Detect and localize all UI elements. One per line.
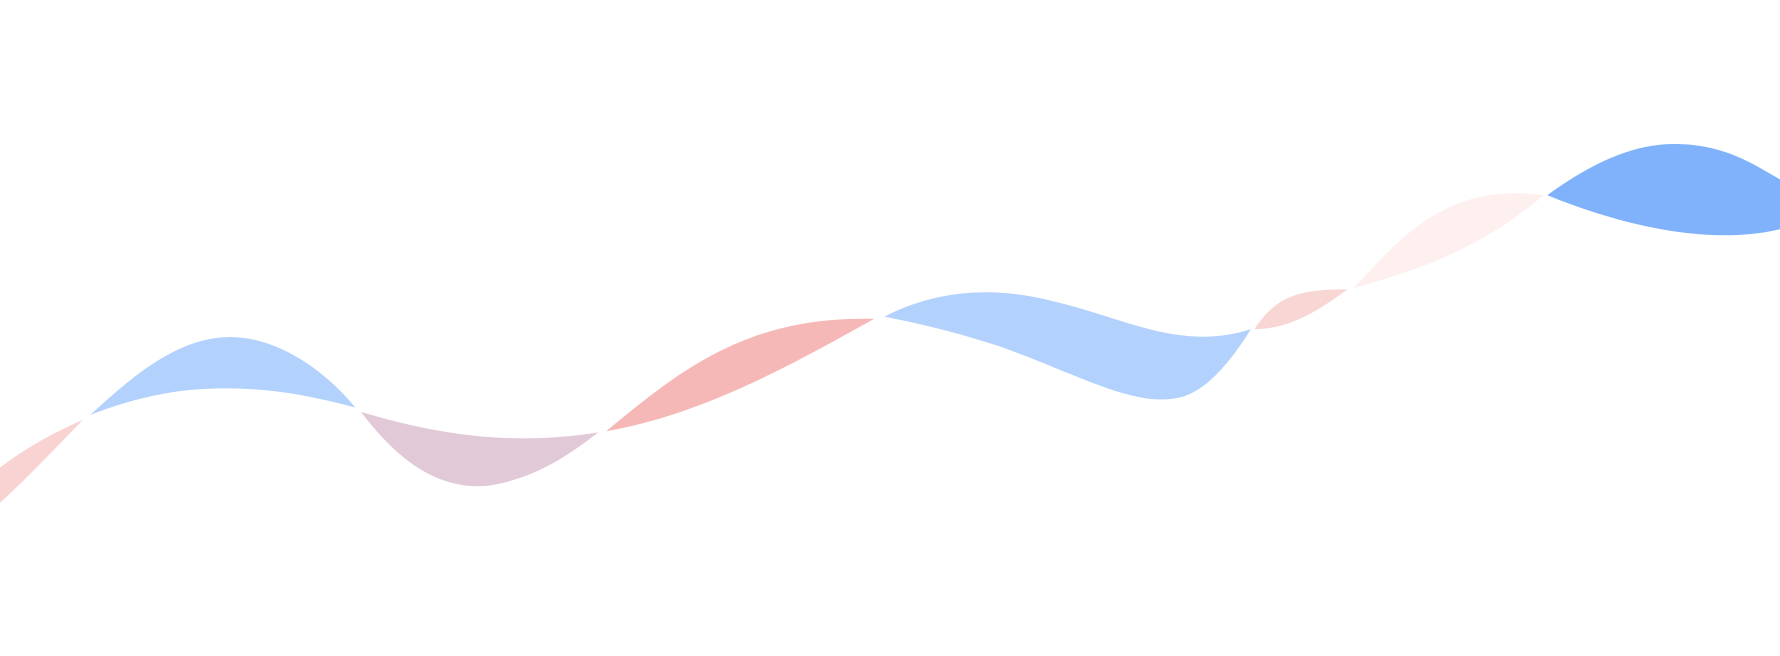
wave-segment xyxy=(884,292,1251,400)
wave-segment xyxy=(606,318,875,432)
wave-segment xyxy=(0,419,83,503)
wave-segment xyxy=(360,411,599,487)
wave-segment xyxy=(1353,193,1544,289)
wave-segment xyxy=(89,337,356,416)
wave-segment xyxy=(1254,289,1348,330)
wave-segment xyxy=(1547,143,1780,236)
